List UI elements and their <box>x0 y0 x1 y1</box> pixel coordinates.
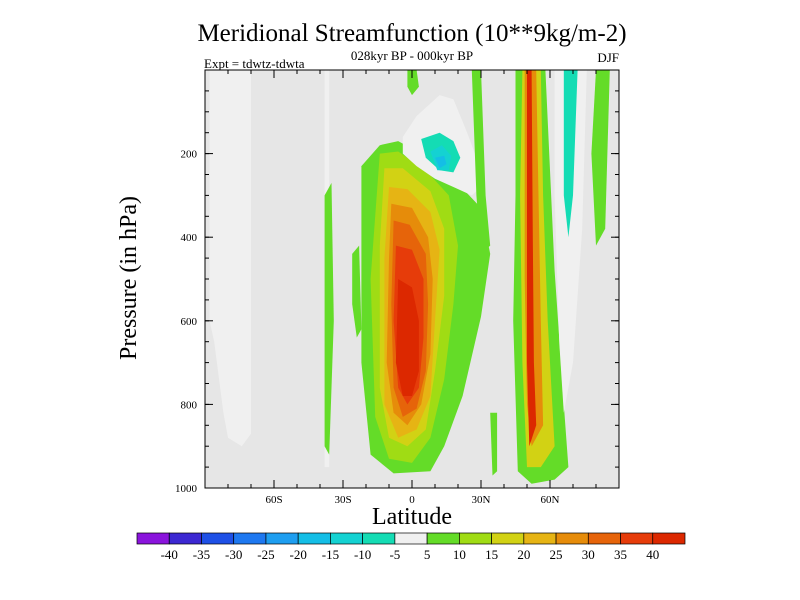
colorbar-label: 40 <box>646 547 659 562</box>
colorbar-label: 20 <box>517 547 530 562</box>
colorbar-box <box>201 532 235 545</box>
colorbar-label: 25 <box>550 547 563 562</box>
colorbar-label: -15 <box>322 547 339 562</box>
contour-top-equator-positive <box>407 70 419 96</box>
contour-nh-subtropics-positive-lower <box>490 412 498 476</box>
x-tick-label: 0 <box>409 494 415 506</box>
colorbar-box <box>362 532 396 545</box>
colorbar-box <box>652 532 686 545</box>
colorbar-label: 15 <box>485 547 498 562</box>
colorbar-label: 10 <box>453 547 466 562</box>
colorbar-label: -5 <box>389 547 400 562</box>
axis-ticks: 60S 30S 0 30N 60N 200 400 600 800 1000 <box>175 70 619 506</box>
colorbar-label: 5 <box>424 547 431 562</box>
colorbar-box <box>394 532 428 545</box>
y-axis-label: Pressure (in hPa) <box>116 196 142 360</box>
colorbar-box <box>330 532 364 545</box>
colorbar-box <box>491 532 525 545</box>
contour-layer <box>209 70 610 484</box>
x-tick-label: 60S <box>265 494 282 506</box>
colorbar-box <box>620 532 654 545</box>
colorbar-label: -10 <box>354 547 371 562</box>
colorbar-box <box>297 532 331 545</box>
contour-equatorial-small-positive <box>352 245 362 338</box>
season-annotation: DJF <box>597 50 619 65</box>
x-tick-label: 30S <box>334 494 351 506</box>
y-tick-label: 200 <box>181 149 198 161</box>
colorbar-label: -30 <box>225 547 242 562</box>
colorbar-box <box>555 532 589 545</box>
colorbar-box <box>233 532 267 545</box>
experiment-annotation: Expt = tdwtz-tdwta <box>204 56 305 71</box>
contour-sh-tropics-positive <box>324 182 334 455</box>
colorbar-label: -20 <box>290 547 307 562</box>
contour-nh-subtropics-positive-upper <box>471 70 491 254</box>
y-tick-label: 600 <box>181 316 198 328</box>
colorbar-label: -25 <box>257 547 274 562</box>
colorbar-box <box>265 532 299 545</box>
colorbar-label: -40 <box>161 547 178 562</box>
colorbar-box <box>168 532 202 545</box>
y-tick-label: 400 <box>181 232 198 244</box>
colorbar-label: -35 <box>193 547 210 562</box>
colorbar-box <box>587 532 621 545</box>
contour-nh-highlat-negative-5 <box>554 70 587 413</box>
contour-sh-polar-cell <box>209 70 251 447</box>
colorbar-box <box>136 532 170 545</box>
chart-subtitle: 028kyr BP - 000kyr BP <box>351 48 473 63</box>
contour-tropical-core-40 <box>395 279 419 396</box>
colorbar-box <box>426 532 460 545</box>
x-tick-label: 60N <box>541 494 560 506</box>
chart-title: Meridional Streamfunction (10**9kg/m-2) <box>197 20 626 47</box>
contour-nh-highlat-negative-10 <box>563 70 578 238</box>
y-tick-label: 1000 <box>175 483 198 495</box>
x-axis-label: Latitude <box>372 504 452 530</box>
contour-upper-negative-20 <box>435 155 447 169</box>
contour-nh-high-positive <box>591 70 610 246</box>
colorbar: -40 -35 -30 -25 -20 -15 -10 -5 5 10 15 20 25 30 35 40 <box>136 532 686 562</box>
colorbar-label: 30 <box>582 547 595 562</box>
y-tick-label: 800 <box>181 399 198 411</box>
x-tick-label: 30N <box>472 494 491 506</box>
colorbar-box <box>523 532 557 545</box>
colorbar-box <box>459 532 492 545</box>
contour-nh-midlat-core-40 <box>527 70 537 447</box>
colorbar-label: 35 <box>614 547 627 562</box>
